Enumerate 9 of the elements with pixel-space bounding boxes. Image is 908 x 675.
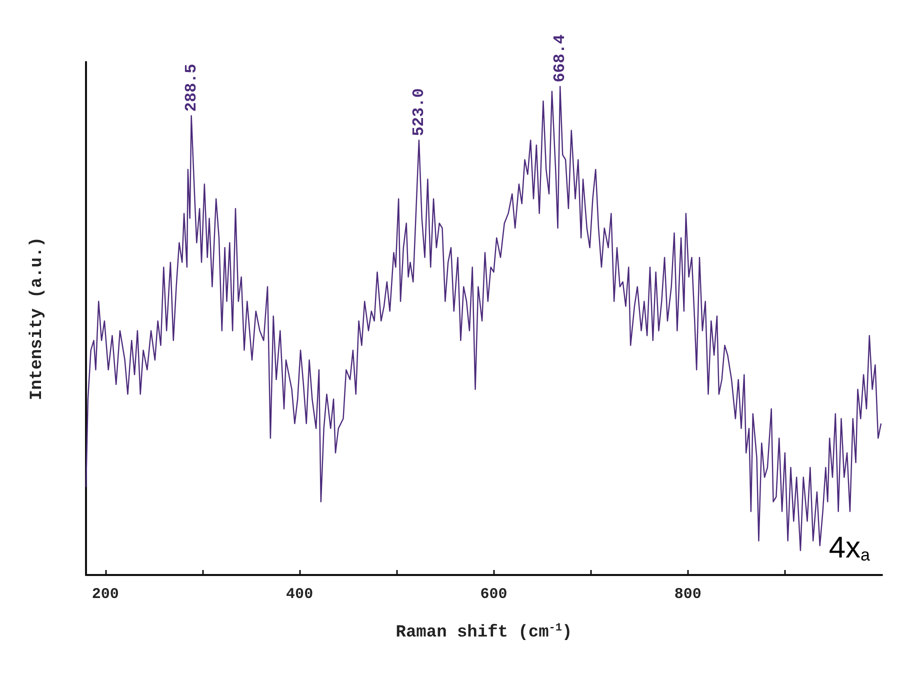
x-tick-label: 600 <box>480 586 508 603</box>
annotation: 523.0 <box>410 88 428 136</box>
y-axis-title: Intensity (a.u.) <box>28 236 47 400</box>
annotation: 288.5 <box>182 64 200 112</box>
x-tick-label: 400 <box>286 586 314 603</box>
annotation: 668.4 <box>551 34 570 82</box>
x-tick-label: 200 <box>92 586 119 603</box>
annotation: 4xa <box>828 532 871 564</box>
x-tick-label: 800 <box>674 586 702 603</box>
